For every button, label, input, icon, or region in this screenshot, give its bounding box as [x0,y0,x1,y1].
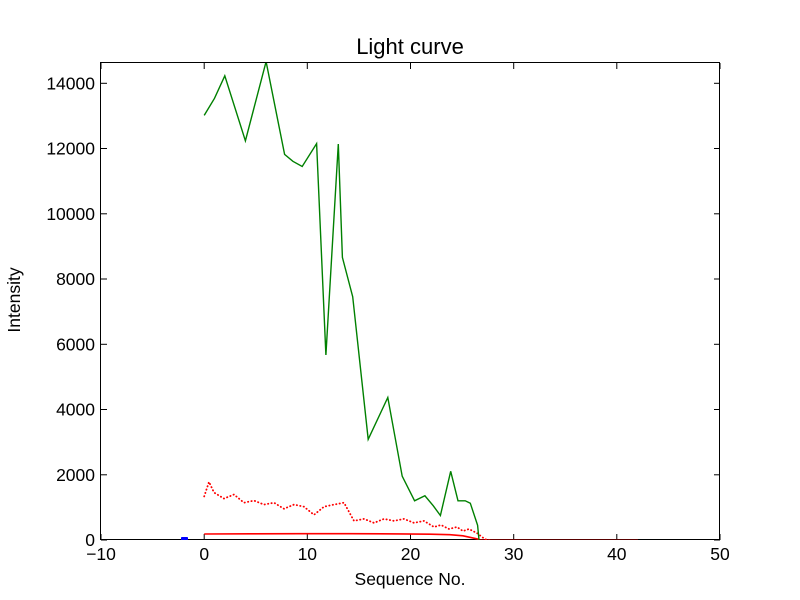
svg-text:6000: 6000 [56,334,95,354]
svg-text:Sequence No.: Sequence No. [355,569,466,589]
svg-text:12000: 12000 [46,139,95,159]
svg-text:4000: 4000 [56,400,95,420]
svg-text:50: 50 [710,544,730,564]
svg-text:14000: 14000 [46,73,95,93]
svg-text:10: 10 [298,544,318,564]
svg-text:20: 20 [401,544,421,564]
svg-text:Intensity: Intensity [4,267,24,332]
svg-text:40: 40 [607,544,627,564]
svg-text:8000: 8000 [56,269,95,289]
svg-text:0: 0 [199,544,209,564]
svg-text:0: 0 [85,530,95,550]
svg-text:2000: 2000 [56,465,95,485]
svg-text:10000: 10000 [46,204,95,224]
svg-text:Light curve: Light curve [356,34,464,59]
svg-text:30: 30 [504,544,524,564]
